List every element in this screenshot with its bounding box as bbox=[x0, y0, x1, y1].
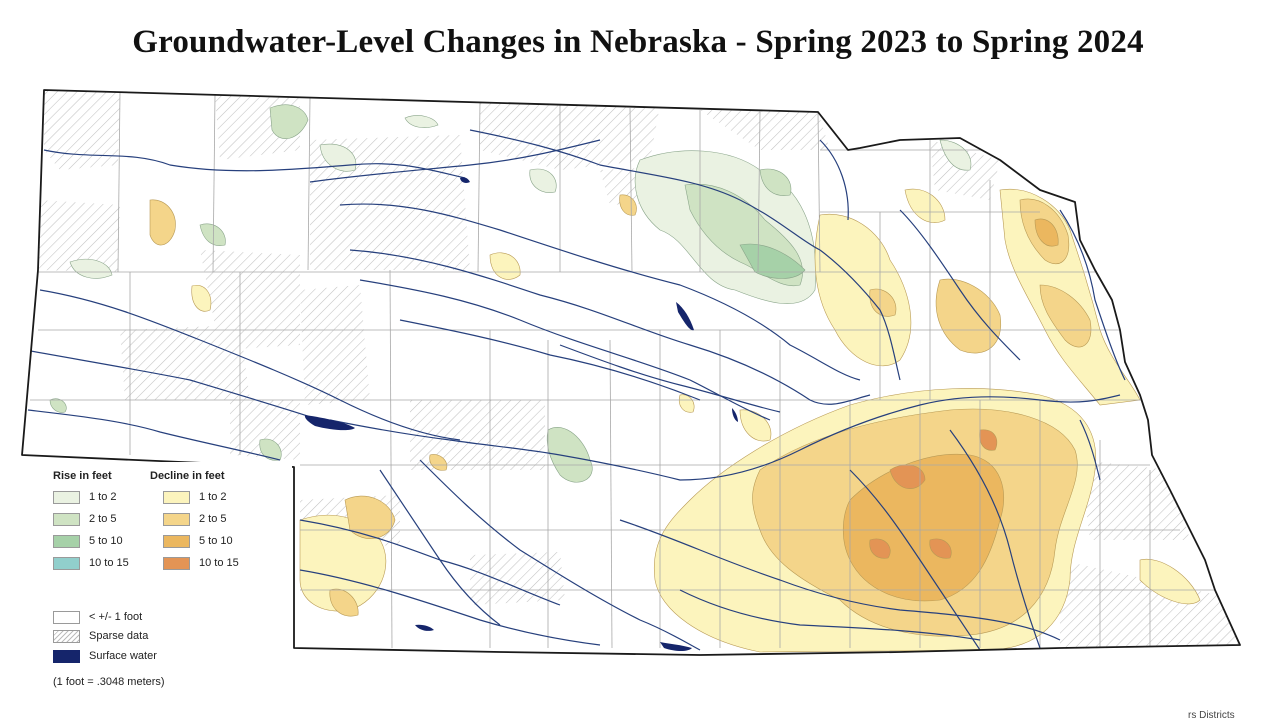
legend-swatch bbox=[163, 534, 190, 548]
legend-decline-heading: Decline in feet bbox=[150, 470, 225, 482]
legend-label: 1 to 2 bbox=[199, 491, 227, 503]
legend-label: Surface water bbox=[89, 650, 157, 662]
legend-no-change-item: < +/- 1 foot bbox=[53, 609, 142, 625]
legend-label: 5 to 10 bbox=[199, 535, 233, 547]
legend-swatch bbox=[163, 490, 190, 504]
legend-rise-heading: Rise in feet bbox=[53, 470, 112, 482]
unit-conversion-note: (1 foot = .3048 meters) bbox=[53, 676, 165, 688]
groundwater-decline-areas bbox=[149, 188, 1201, 653]
legend-rise-item: 1 to 2 bbox=[53, 489, 117, 505]
legend-decline-item: 1 to 2 bbox=[163, 489, 227, 505]
legend-swatch bbox=[53, 490, 80, 504]
legend-swatch bbox=[163, 556, 190, 570]
groundwater-rise-areas bbox=[49, 104, 972, 483]
legend-swatch bbox=[53, 610, 80, 624]
legend-decline-item: 5 to 10 bbox=[163, 533, 233, 549]
rivers bbox=[24, 129, 1126, 651]
legend-sparse-item: Sparse data bbox=[53, 628, 148, 644]
map-title: Groundwater-Level Changes in Nebraska - … bbox=[132, 24, 1144, 60]
legend-label: 2 to 5 bbox=[199, 513, 227, 525]
legend-swatch bbox=[53, 534, 80, 548]
legend-rise-item: 2 to 5 bbox=[53, 511, 117, 527]
legend-label: 10 to 15 bbox=[89, 557, 129, 569]
legend-swatch bbox=[53, 556, 80, 570]
legend-swatch bbox=[53, 512, 80, 526]
legend-label: Sparse data bbox=[89, 630, 149, 642]
surface-water-bodies bbox=[304, 177, 738, 651]
legend-swatch bbox=[163, 512, 190, 526]
legend-label: 2 to 5 bbox=[89, 513, 117, 525]
legend-rise-item: 5 to 10 bbox=[53, 533, 123, 549]
state-border bbox=[21, 89, 1241, 656]
legend-swatch bbox=[53, 649, 80, 663]
county-boundaries bbox=[30, 91, 1215, 649]
credit-text: rs Districts bbox=[1188, 710, 1235, 721]
legend-label: < +/- 1 foot bbox=[89, 611, 143, 623]
legend-swatch bbox=[53, 629, 80, 643]
legend-label: 10 to 15 bbox=[199, 557, 239, 569]
legend-decline-item: 2 to 5 bbox=[163, 511, 227, 527]
legend-label: 5 to 10 bbox=[89, 535, 123, 547]
legend-decline-item: 10 to 15 bbox=[163, 555, 239, 571]
legend-label: 1 to 2 bbox=[89, 491, 117, 503]
legend-water-item: Surface water bbox=[53, 648, 157, 664]
legend-rise-item: 10 to 15 bbox=[53, 555, 129, 571]
